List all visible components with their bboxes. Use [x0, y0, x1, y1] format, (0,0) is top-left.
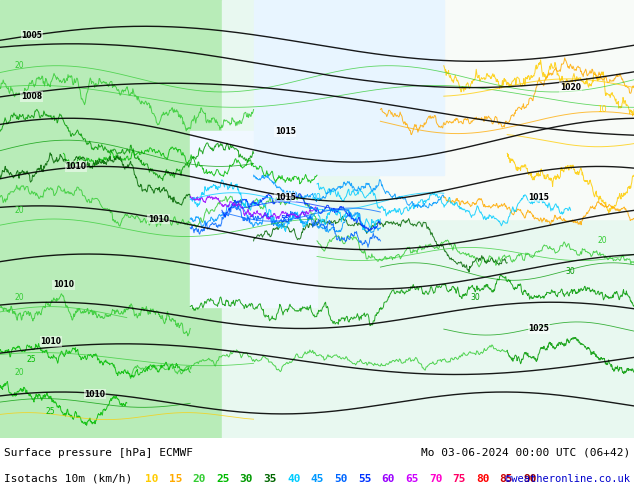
Text: ©weatheronline.co.uk: ©weatheronline.co.uk	[505, 473, 630, 484]
Text: 10: 10	[597, 105, 607, 114]
Text: 40: 40	[312, 193, 322, 201]
Text: 20: 20	[14, 206, 24, 215]
Text: 45: 45	[311, 473, 324, 484]
Text: 90: 90	[523, 473, 537, 484]
Text: 20: 20	[14, 294, 24, 302]
Text: 1008: 1008	[21, 92, 42, 101]
Text: 1010: 1010	[84, 390, 106, 399]
Text: 1025: 1025	[529, 324, 549, 333]
Text: 15: 15	[169, 473, 183, 484]
Text: 70: 70	[429, 473, 443, 484]
Text: 1015: 1015	[275, 127, 295, 136]
Text: 30: 30	[240, 473, 253, 484]
Text: 60: 60	[382, 473, 395, 484]
Text: 1010: 1010	[148, 215, 169, 223]
Text: 20: 20	[14, 368, 24, 377]
Bar	[380, 0, 634, 219]
Text: 25: 25	[216, 473, 230, 484]
Text: 65: 65	[405, 473, 418, 484]
Bar	[222, 0, 634, 438]
Text: 25: 25	[46, 407, 56, 416]
Text: 1005: 1005	[22, 30, 42, 40]
Text: Isotachs 10m (km/h): Isotachs 10m (km/h)	[4, 473, 133, 484]
Text: 1015: 1015	[275, 193, 295, 201]
Text: 20: 20	[193, 473, 206, 484]
Text: 1010: 1010	[53, 280, 74, 289]
Text: 75: 75	[453, 473, 466, 484]
Text: 20: 20	[14, 61, 24, 70]
Text: 30: 30	[470, 294, 481, 302]
Text: Mo 03-06-2024 00:00 UTC (06+42): Mo 03-06-2024 00:00 UTC (06+42)	[421, 447, 630, 458]
Text: 30: 30	[566, 267, 576, 276]
Text: 55: 55	[358, 473, 372, 484]
Text: 1015: 1015	[529, 193, 549, 201]
Text: 1020: 1020	[560, 83, 581, 92]
Text: Surface pressure [hPa] ECMWF: Surface pressure [hPa] ECMWF	[4, 447, 193, 458]
Text: 80: 80	[476, 473, 489, 484]
Text: 50: 50	[334, 473, 348, 484]
Text: 10: 10	[145, 473, 158, 484]
Bar	[0, 0, 222, 438]
Text: 1010: 1010	[65, 162, 87, 171]
Bar	[254, 0, 444, 175]
Text: 25: 25	[27, 355, 37, 364]
Text: 85: 85	[500, 473, 513, 484]
Text: 55: 55	[280, 215, 290, 223]
Text: 20: 20	[597, 236, 607, 245]
Bar	[190, 131, 317, 307]
Text: 35: 35	[263, 473, 277, 484]
Text: 40: 40	[287, 473, 301, 484]
Text: 1010: 1010	[40, 337, 61, 346]
